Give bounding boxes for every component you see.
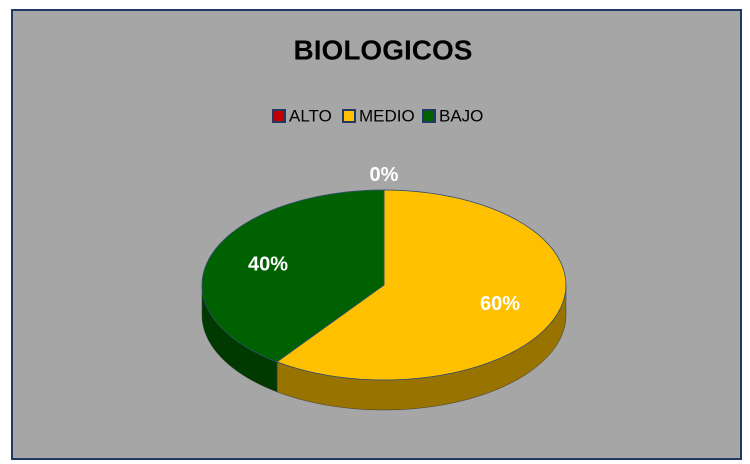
data-label: 0% (370, 164, 399, 186)
legend-swatch (272, 109, 286, 123)
legend-label: MEDIO (359, 106, 415, 125)
legend-swatch (422, 109, 436, 123)
legend-label: BAJO (439, 106, 483, 125)
data-label: 40% (248, 254, 288, 276)
pie-slice (201, 189, 385, 363)
pie-slice (276, 189, 567, 381)
legend-label: ALTO (289, 106, 332, 125)
legend-swatch (342, 109, 356, 123)
data-label: 60% (480, 293, 520, 315)
chart-title: BIOLOGICOS (294, 34, 473, 65)
